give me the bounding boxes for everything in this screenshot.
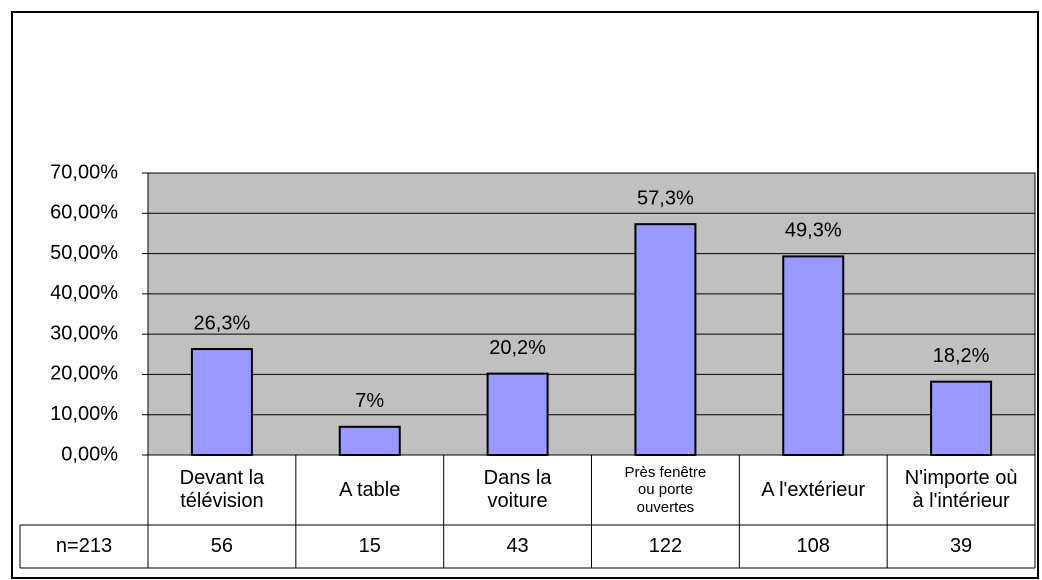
plot-area <box>147 172 1036 456</box>
count-value: 43 <box>506 535 529 557</box>
bar <box>486 372 549 457</box>
category-label: Près fenêtre ou porte ouvertes <box>624 464 707 516</box>
count-value: 56 <box>210 535 234 557</box>
outer-border <box>11 11 1039 579</box>
value-label: 18,2% <box>933 345 990 367</box>
bar <box>190 348 253 457</box>
category-label: Devant la télévision <box>179 467 265 512</box>
y-tick-label: 30,00% <box>50 322 118 344</box>
category-label: A table <box>339 478 401 501</box>
y-tick-label: 50,00% <box>50 242 118 264</box>
count-label: n=213 <box>55 535 113 557</box>
category-label: A l'extérieur <box>761 478 866 501</box>
y-tick-label: 40,00% <box>50 282 118 304</box>
value-label: 49,3% <box>785 220 842 242</box>
category-label: N'importe où à l'intérieur <box>904 467 1018 512</box>
category-label: Dans la voiture <box>483 467 552 512</box>
value-label: 7% <box>355 390 384 412</box>
y-tick-label: 70,00% <box>50 161 118 183</box>
count-value: 108 <box>796 535 830 557</box>
value-label: 26,3% <box>194 312 251 334</box>
y-tick-label: 10,00% <box>50 403 118 425</box>
bar <box>782 255 845 456</box>
value-label: 20,2% <box>489 337 546 359</box>
y-tick-label: 60,00% <box>50 202 118 224</box>
count-value: 39 <box>949 535 973 557</box>
y-tick-label: 20,00% <box>50 363 118 385</box>
y-tick-label: 0,00% <box>61 443 118 465</box>
count-value: 15 <box>358 535 381 557</box>
bar <box>338 425 401 456</box>
value-label: 57,3% <box>637 187 694 209</box>
bar <box>634 223 697 456</box>
count-value: 122 <box>648 535 683 557</box>
bar <box>930 380 993 456</box>
